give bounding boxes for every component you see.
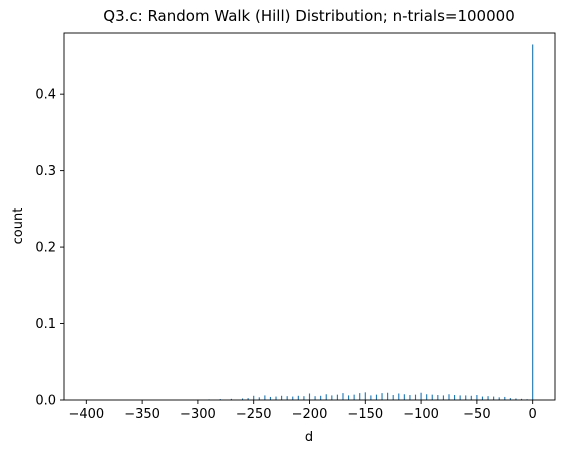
histogram-bar (370, 395, 372, 400)
histogram-bar (442, 395, 444, 400)
histogram-bar (264, 395, 266, 400)
histogram-bar (219, 399, 221, 400)
histogram-bar (292, 396, 294, 400)
histogram-bar (353, 394, 355, 400)
x-tick-label: −300 (180, 407, 216, 422)
histogram-bar (359, 393, 361, 400)
x-axis-ticks: −400 −350 −300 −250 −200 −150 −100 −50 0 (68, 400, 537, 422)
histogram-bar (314, 396, 316, 400)
y-axis-label: count (11, 208, 26, 245)
histogram-bar (498, 397, 500, 400)
histogram-bar (303, 396, 305, 400)
histogram-bar (398, 393, 400, 400)
histogram-bar (454, 395, 456, 400)
histogram-bar (336, 394, 338, 400)
histogram-bar (381, 393, 383, 400)
histogram-bar (269, 396, 272, 400)
x-tick-label: −400 (68, 407, 104, 422)
y-axis-ticks: 0.0 0.1 0.2 0.3 0.4 (35, 88, 64, 409)
histogram-bar (308, 393, 311, 400)
x-tick-label: −100 (403, 407, 439, 422)
histogram-bar (331, 395, 333, 400)
x-axis-label: d (305, 430, 313, 445)
y-tick-label: 0.4 (35, 88, 56, 103)
histogram-bar (426, 394, 428, 400)
histogram-bar (342, 393, 344, 400)
y-tick-label: 0.2 (35, 241, 56, 256)
histogram-bar (532, 44, 534, 400)
histogram-bar (493, 396, 495, 400)
histogram-bar (325, 394, 327, 400)
histogram-bar (431, 394, 433, 400)
histogram-bar (364, 392, 366, 400)
x-tick-label: −150 (347, 407, 383, 422)
bars-group (197, 44, 534, 401)
chart-title: Q3.c: Random Walk (Hill) Distribution; n… (103, 7, 514, 25)
histogram-bar (258, 397, 260, 400)
histogram-bar (465, 395, 467, 400)
histogram-bar (520, 398, 523, 400)
histogram-bar (281, 395, 283, 400)
x-tick-label: −50 (463, 407, 490, 422)
y-tick-label: 0.0 (35, 394, 56, 409)
histogram-bar (403, 394, 405, 400)
histogram-bar (230, 398, 232, 400)
histogram-bar (487, 396, 489, 400)
histogram-bar (509, 398, 511, 400)
histogram-bar (375, 394, 378, 400)
histogram-bar (348, 395, 350, 400)
histogram-bar (476, 395, 478, 400)
axes-frame (63, 32, 556, 401)
x-tick-label: 0 (529, 407, 537, 422)
x-tick-label: −250 (236, 407, 272, 422)
histogram-bar (437, 395, 439, 400)
y-tick-label: 0.3 (35, 164, 56, 179)
histogram-bar (420, 392, 422, 400)
histogram-bar (504, 396, 506, 400)
histogram-bar (275, 396, 277, 400)
histogram-bar (286, 396, 288, 400)
histogram-bar (409, 395, 411, 400)
x-tick-label: −200 (292, 407, 328, 422)
histogram-bar (470, 395, 472, 400)
histogram-bar (515, 398, 517, 400)
x-tick-label: −350 (124, 407, 160, 422)
histogram-bar (414, 394, 417, 400)
histogram-bar (387, 392, 389, 400)
histogram-bar (459, 395, 461, 400)
histogram-bar (392, 395, 394, 400)
plot-frame (63, 32, 556, 401)
histogram-bar (320, 395, 322, 400)
histogram-bar (241, 398, 244, 400)
y-tick-label: 0.1 (35, 317, 56, 332)
histogram-bar (247, 398, 249, 400)
histogram-bar (253, 395, 255, 400)
histogram-bar (481, 396, 484, 400)
histogram-bar (297, 395, 299, 400)
histogram-bar (448, 394, 450, 400)
